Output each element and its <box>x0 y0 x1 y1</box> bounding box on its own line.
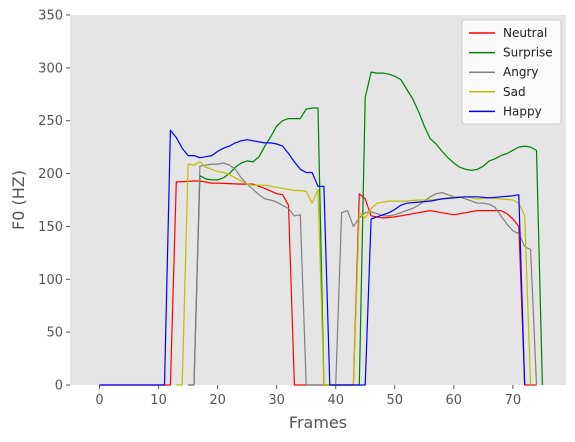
y-tick-label: 150 <box>38 220 63 235</box>
y-axis-ticks: 0 50 100 150 200 250 300 350 <box>38 9 70 394</box>
y-tick-label: 100 <box>38 273 63 288</box>
legend-label-sad: Sad <box>503 85 526 99</box>
y-tick-label: 0 <box>55 379 63 394</box>
legend: Neutral Surprise Angry Sad Happy <box>461 19 562 125</box>
y-tick-label: 50 <box>46 326 63 341</box>
legend-label-surprise: Surprise <box>503 46 553 60</box>
legend-label-happy: Happy <box>503 104 542 118</box>
x-tick-label: 20 <box>209 393 226 408</box>
x-axis-ticks: 0 10 20 30 40 50 60 70 <box>95 385 521 408</box>
series-line-sad <box>176 161 532 386</box>
series-line-happy <box>99 129 526 386</box>
y-tick-label: 250 <box>38 114 63 129</box>
x-tick-label: 40 <box>327 393 344 408</box>
x-axis-title: Frames <box>289 413 347 432</box>
x-tick-label: 10 <box>150 393 167 408</box>
x-tick-label: 30 <box>268 393 285 408</box>
y-tick-label: 350 <box>38 9 63 24</box>
legend-label-angry: Angry <box>503 65 538 79</box>
legend-frame <box>461 19 562 125</box>
y-axis-title: F0 (HZ) <box>9 170 28 230</box>
y-tick-label: 200 <box>38 167 63 182</box>
x-tick-label: 60 <box>446 393 463 408</box>
series-layer <box>99 71 543 386</box>
series-line-angry <box>188 162 538 386</box>
x-tick-label: 50 <box>386 393 403 408</box>
x-tick-label: 70 <box>505 393 522 408</box>
x-tick-label: 0 <box>95 393 103 408</box>
legend-label-neutral: Neutral <box>503 26 547 40</box>
y-tick-label: 300 <box>38 61 63 76</box>
series-line-neutral <box>99 180 537 386</box>
series-line-surprise <box>188 71 543 386</box>
